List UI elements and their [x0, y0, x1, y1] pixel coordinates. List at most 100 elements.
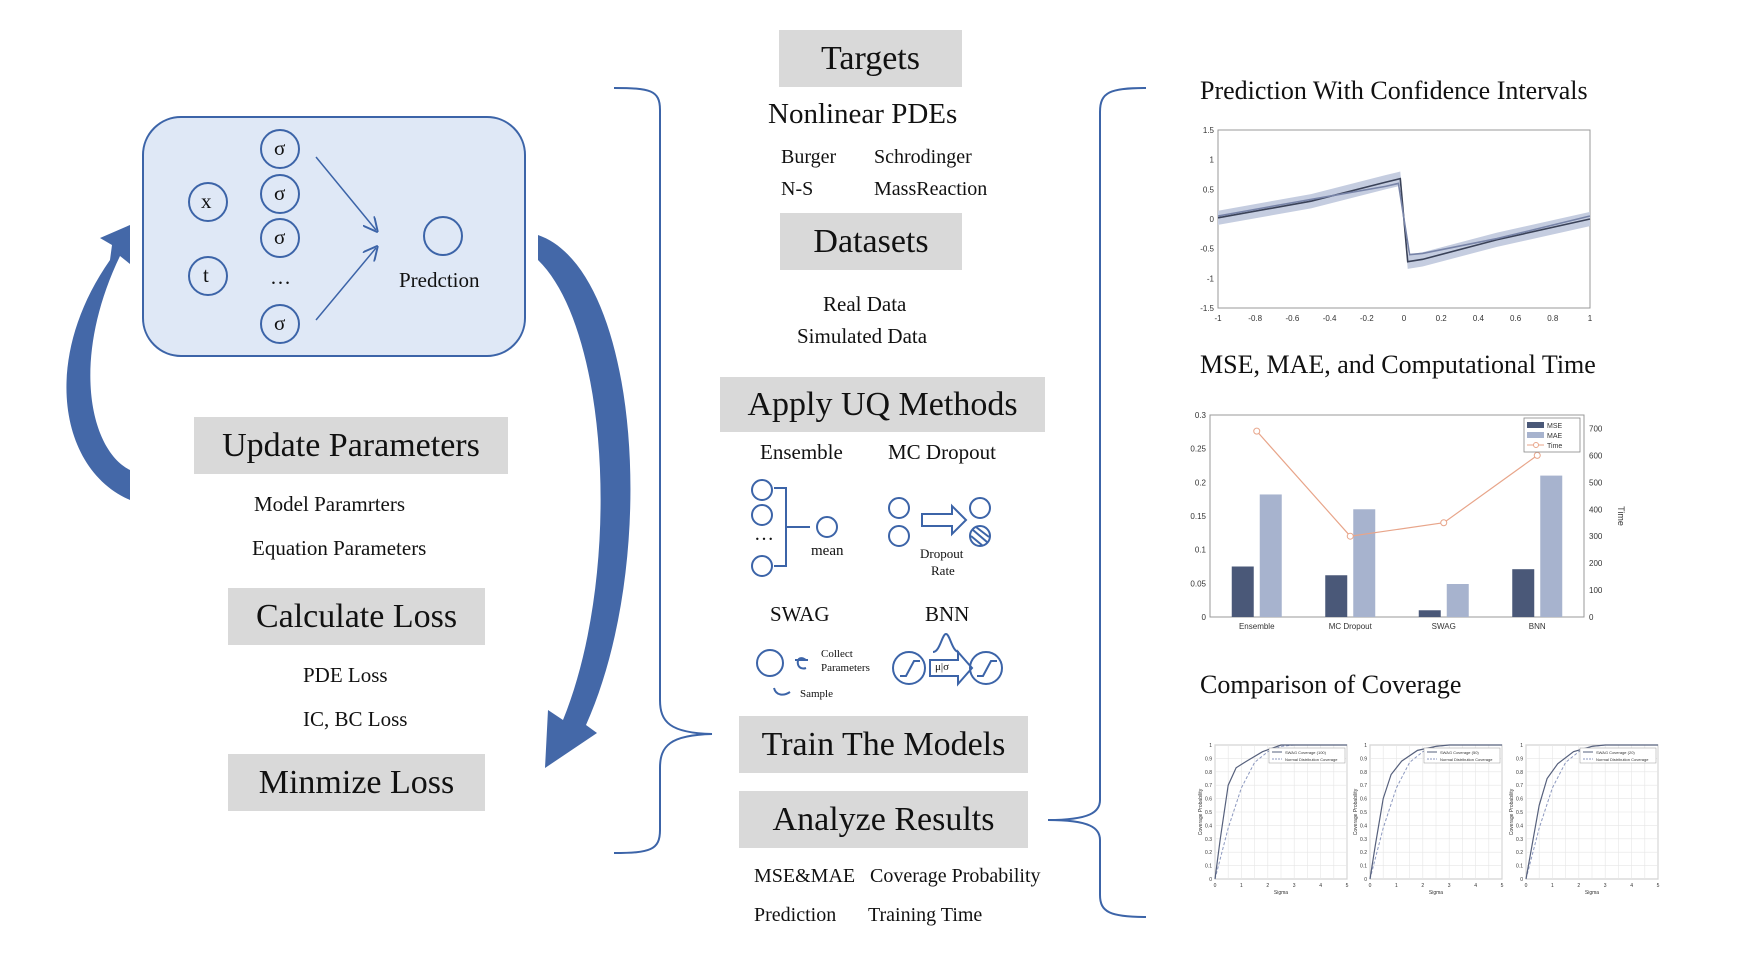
legend-label: SWAG Coverage (100)	[1285, 750, 1327, 755]
calculate-loss-box: Calculate Loss	[228, 588, 485, 645]
y-tick-label: 0.15	[1190, 512, 1206, 521]
x-axis-label: Sigma	[1274, 890, 1288, 896]
panel-legend: SWAG Coverage (100) Normal Distribution C…	[1268, 747, 1346, 764]
x-tick-label: 4	[1474, 883, 1477, 889]
swag-coverage-line	[1369, 744, 1502, 880]
dropout-rate-label-2: Rate	[931, 563, 955, 578]
chart-legend: MSE MAE Time	[1523, 417, 1581, 453]
y-tick-label: -1.5	[1200, 304, 1214, 313]
x-tick-label: -1	[1214, 314, 1222, 323]
x-tick-label: -0.2	[1360, 314, 1374, 323]
real-data-label: Real Data	[823, 292, 907, 316]
x-tick-label: 1	[1240, 883, 1243, 889]
datasets-box: Datasets	[780, 213, 962, 270]
x-tick-label: -0.8	[1248, 314, 1262, 323]
y-tick-label: 0.05	[1190, 579, 1206, 588]
ensemble-dots: …	[754, 523, 774, 545]
legend-label: Normal Distribution Coverage	[1440, 757, 1493, 762]
middle-brace	[613, 87, 713, 854]
x-tick-label: 2	[1577, 883, 1580, 889]
bnn-label: BNN	[925, 602, 970, 626]
y2-tick-label: 400	[1589, 505, 1603, 514]
update-parameters-box: Update Parameters	[194, 417, 508, 474]
legend-label: SWAG Coverage (50)	[1440, 750, 1479, 755]
y-tick-label: 0.2	[1195, 478, 1207, 487]
category-label: MC Dropout	[1329, 622, 1373, 631]
y-tick-label: 0	[1364, 877, 1367, 883]
bar-mse	[1325, 575, 1348, 617]
legend-swatch	[1527, 422, 1544, 428]
network-box	[142, 116, 526, 357]
bar-mae	[1259, 494, 1282, 617]
y-tick-label: -1	[1207, 274, 1215, 283]
train-models-box: Train The Models	[739, 716, 1028, 773]
y-tick-label: 0.5	[1203, 185, 1215, 194]
right-brace	[1047, 87, 1147, 918]
y-tick-label: 0	[1202, 613, 1207, 622]
coverage-panel-1: 0 1 2 3 4 5 0 0.1 0.2 0.3 0.4 0.5 0.6 0.7 0.8 0.9 1 Sigma…	[1353, 743, 1504, 896]
category-label: SWAG	[1432, 622, 1456, 631]
y2-tick-label: 100	[1589, 586, 1603, 595]
input-t-label: t	[203, 263, 209, 287]
y2-tick-label: 600	[1589, 451, 1603, 460]
metric-prediction: Prediction	[754, 904, 837, 926]
panel-legend: SWAG Coverage (50) Normal Distribution Co…	[1423, 747, 1501, 764]
y-tick-label: 0.4	[1205, 823, 1212, 829]
pde-ns: N-S	[781, 178, 814, 200]
y-tick-label: 0	[1520, 877, 1523, 883]
ensemble-icon	[751, 479, 838, 577]
dropout-rate-label: Dropout	[920, 546, 964, 561]
hidden-node-label: σ	[274, 181, 286, 205]
swag-collect-label: Collect	[821, 648, 853, 660]
y-tick-label: 0	[1209, 877, 1212, 883]
y-tick-label: 0.1	[1195, 546, 1207, 555]
y-tick-label: 1	[1209, 743, 1212, 749]
x-tick-label: 0.8	[1547, 314, 1559, 323]
y-tick-label: 0.6	[1205, 797, 1212, 803]
bnn-mu-sigma-label: μ|σ	[935, 661, 950, 673]
x-tick-label: 0	[1214, 883, 1217, 889]
y-tick-label: 0.3	[1516, 837, 1523, 843]
y-tick-label: 0.9	[1205, 756, 1212, 762]
x-tick-label: 3	[1448, 883, 1451, 889]
y-tick-label: 0.3	[1195, 411, 1207, 420]
network-edge	[315, 248, 376, 321]
legend-swatch	[1527, 432, 1544, 438]
x-tick-label: 0	[1369, 883, 1372, 889]
swag-collect-label-2: Parameters	[821, 662, 870, 674]
y-tick-label: 0.1	[1516, 864, 1523, 870]
coverage-panel-2: 0 1 2 3 4 5 0 0.1 0.2 0.3 0.4 0.5 0.6 0.7 0.8 0.9 1 Sigma…	[1509, 743, 1660, 896]
y2-tick-label: 700	[1589, 424, 1603, 433]
minimize-loss-box: Minmize Loss	[228, 754, 485, 811]
y2-tick-label: 500	[1589, 478, 1603, 487]
legend-label: MAE	[1547, 433, 1563, 440]
time-line	[1256, 430, 1538, 537]
metric-coverage: Coverage Probability	[870, 865, 1041, 887]
coverage-chart: 0 1 2 3 4 5 0 0.1 0.2 0.3 0.4 0.5 0.6 0.7 0.8 0.9 1 Sigma…	[1198, 743, 1660, 896]
x-tick-label: 0	[1525, 883, 1528, 889]
y-tick-label: 0.3	[1205, 837, 1212, 843]
bar-mse	[1231, 566, 1254, 617]
model-parameters-label: Model Paramrters	[254, 492, 406, 516]
y-tick-label: 0.1	[1360, 864, 1367, 870]
apply-uq-box: Apply UQ Methods	[720, 377, 1045, 432]
x-tick-label: 5	[1346, 883, 1349, 889]
y-tick-label: 1.5	[1203, 126, 1215, 135]
minimize-loop-arrow	[538, 235, 631, 768]
pde-burger: Burger	[781, 146, 837, 168]
time-point	[1346, 532, 1354, 540]
y-tick-label: 0.9	[1516, 756, 1523, 762]
x-tick-label: 4	[1319, 883, 1322, 889]
y-tick-label: 0.6	[1360, 797, 1367, 803]
swag-coverage-line	[1525, 744, 1658, 880]
y2-tick-label: 0	[1589, 613, 1594, 622]
x-tick-label: 5	[1657, 883, 1660, 889]
coverage-title: Comparison of Coverage	[1200, 670, 1462, 699]
y-tick-label: 0.7	[1205, 783, 1212, 789]
swag-label: SWAG	[770, 602, 830, 626]
y2-tick-label: 200	[1589, 559, 1603, 568]
x-tick-label: 1	[1588, 314, 1593, 323]
legend-label: Time	[1547, 443, 1562, 450]
y-tick-label: 0.1	[1205, 864, 1212, 870]
y-tick-label: 1	[1210, 156, 1215, 165]
